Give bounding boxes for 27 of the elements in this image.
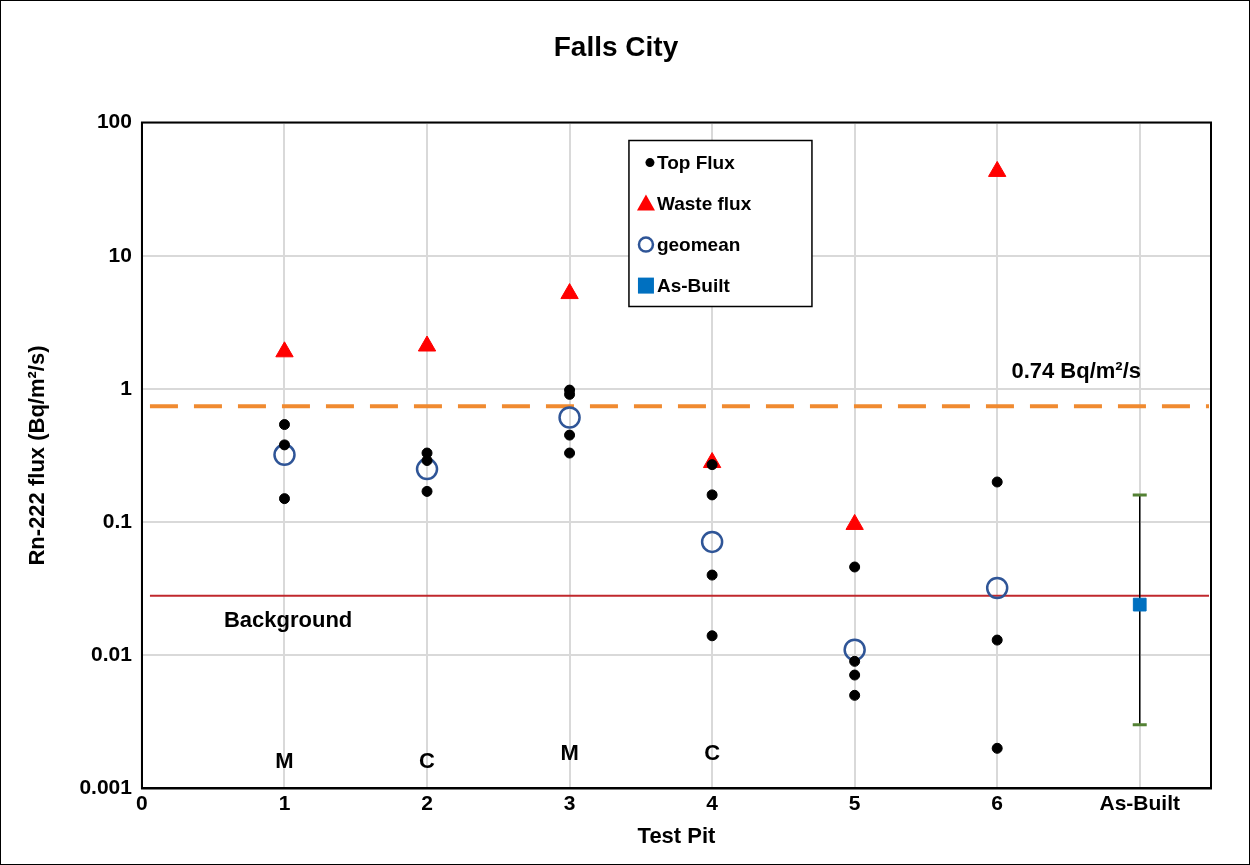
annotation: M — [560, 740, 579, 766]
y-tick-label: 1 — [120, 375, 133, 399]
x-tick-label: 3 — [563, 790, 576, 814]
legend-label: Top Flux — [656, 151, 736, 173]
x-tick-label: 6 — [991, 790, 1004, 814]
legend-label: Waste flux — [656, 192, 752, 214]
x-tick-label: 5 — [848, 790, 861, 814]
y-tick-label: 0.1 — [102, 508, 133, 532]
ref-line-label: Background — [223, 606, 353, 632]
y-tick-label: 0.001 — [79, 775, 133, 799]
legend-label: geomean — [656, 233, 741, 255]
y-tick-label: 0.01 — [91, 642, 133, 666]
annotation: M — [275, 748, 294, 774]
y-axis-title: Rn-222 flux (Bq/m²/s) — [24, 345, 50, 566]
x-tick-label: 1 — [278, 790, 291, 814]
legend-label: As-Built — [656, 274, 731, 296]
y-tick-label: 10 — [108, 242, 132, 266]
chart-title: Falls City — [553, 30, 679, 62]
x-tick-label: As-Built — [1099, 790, 1180, 814]
x-tick-label: 0 — [136, 790, 148, 814]
ref-line-label: 0.74 Bq/m²/s — [1011, 358, 1141, 384]
annotation: C — [419, 748, 436, 774]
annotation: C — [704, 740, 721, 766]
x-tick-label: 2 — [421, 790, 433, 814]
y-tick-label: 100 — [96, 109, 132, 133]
x-tick-label: 4 — [706, 790, 719, 814]
x-axis-title: Test Pit — [637, 822, 717, 848]
